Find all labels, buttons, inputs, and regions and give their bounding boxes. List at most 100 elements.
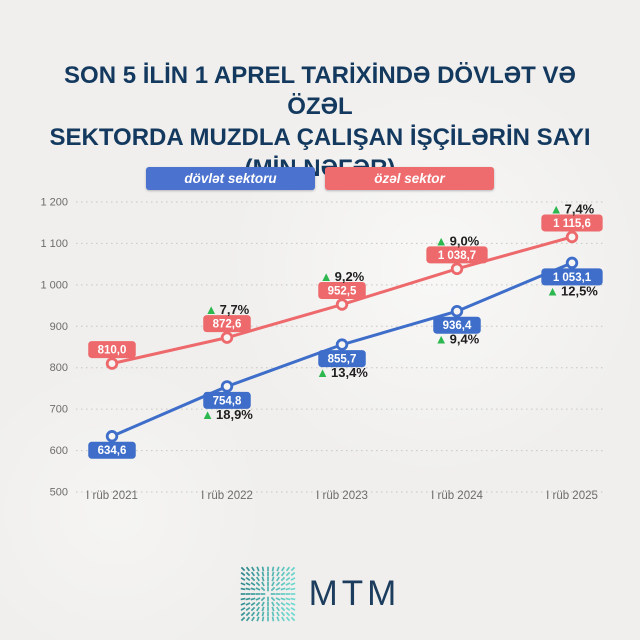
logo-ray [245,571,250,577]
value-label-ozel: 872,6 [213,319,242,331]
logo-ray [285,571,290,577]
logo-ray [260,586,265,592]
logo-ray [240,577,246,581]
logo-ray [290,577,296,581]
logo-ray [285,597,291,601]
logo-ray [290,587,296,591]
mtm-logo-icon [240,566,296,622]
value-label-pill-ozel [426,246,488,264]
chart-svg: 500 600 700 800 900 1 000 1 100 1 200 I rüb 2021… [40,196,604,502]
logo-ray [255,597,261,601]
y-axis-tick-label: 1 000 [40,279,68,291]
logo-ray [261,571,265,577]
logo-ray [275,597,281,601]
logo-ray [285,582,291,586]
data-point-ozel [565,230,579,244]
logo-ray [285,587,291,591]
logo-ray [290,607,296,611]
value-label-dovlet: 855,7 [328,354,357,366]
increase-arrow-icon: ▲ [205,302,218,317]
value-label-pill-dovlet [433,316,481,334]
logo-ray [270,586,275,592]
pct-change-label-dovlet: ▲ 13,4% [316,365,368,380]
data-point-ozel [335,298,349,311]
logo-ray [245,587,251,591]
logo-ray [245,606,250,612]
pct-change-label-ozel: ▲ 7,7% [205,302,250,317]
logo-ray [261,611,265,617]
logo-ray [250,611,255,617]
logo-ray [290,597,296,601]
logo-ray [250,576,255,582]
logo-ray [250,582,256,586]
value-label-pill-dovlet [88,441,136,459]
logo-ray [275,566,280,572]
logo-ray [255,616,260,622]
value-label-ozel: 952,5 [328,286,357,298]
value-label-ozel: 810,0 [98,345,127,357]
logo-ray [250,602,256,606]
logo-ray [285,576,290,582]
data-point-dovlet [220,380,234,393]
logo-ray [250,616,255,622]
logo-ray [275,571,280,577]
logo-ray [280,576,285,582]
logo-ray [261,616,264,622]
footer-logo: MTM [0,565,640,623]
logo-ray [280,597,286,601]
logo-ray [240,597,246,601]
y-axis-tick-label: 700 [50,404,68,416]
logo-ray [290,616,295,622]
logo-ray [271,576,275,582]
increase-arrow-icon: ▲ [435,233,448,248]
y-axis-tick-label: 900 [50,321,68,333]
logo-ray [270,596,275,602]
pct-change-label-ozel: ▲ 9,0% [435,233,480,248]
y-axis-tick-label: 800 [50,362,68,374]
logo-ray [240,602,246,606]
y-axis-tick-label: 500 [50,487,68,499]
logo-ray [275,587,281,591]
value-label-dovlet: 936,4 [443,320,472,332]
logo-ray [245,597,251,601]
logo-ray [290,571,295,577]
logo-ray [280,571,285,577]
logo-ray [255,587,261,591]
increase-arrow-icon: ▲ [435,332,448,347]
logo-ray [255,566,260,572]
increase-arrow-icon: ▲ [546,283,559,298]
logo-ray [270,581,275,587]
logo-ray [275,601,280,607]
logo-ray [275,616,280,622]
pct-change-label-dovlet: ▲ 12,5% [546,283,598,298]
value-label-ozel: 1 115,6 [553,218,591,230]
logo-ray [255,601,260,607]
x-axis-tick-label: I rüb 2024 [431,490,483,502]
logo-ray [275,576,280,582]
legend-item-ozel-sektor: özəl sektor [325,167,494,190]
legend-label-ozel: özəl sektor [374,171,445,186]
y-axis-tick-label: 1 100 [40,238,68,250]
increase-arrow-icon: ▲ [320,269,333,284]
data-point-dovlet [450,304,464,318]
value-label-ozel: 1 038,7 [438,250,476,262]
logo-ray [271,571,275,577]
logo-ray [250,587,256,591]
value-label-dovlet: 634,6 [98,445,127,457]
value-label-pill-ozel [203,315,251,333]
value-label-pill-ozel [541,214,603,232]
logo-ray [240,587,246,591]
increase-arrow-icon: ▲ [316,365,329,380]
title-line-1: SON 5 İLİN 1 APREL TARİXİNDƏ DÖVLƏT VƏ Ö… [64,62,576,120]
pct-change-label-dovlet: ▲ 9,4% [435,332,480,347]
logo-ray [271,611,275,617]
logo-ray [290,582,296,586]
logo-ray [240,607,246,611]
logo-ray [250,571,255,577]
logo-ray [245,616,250,622]
logo-ray [280,606,285,612]
logo-ray [280,566,285,572]
pct-change-label-ozel: ▲ 7,4% [550,201,595,216]
logo-ray [280,587,286,591]
value-label-dovlet: 754,8 [213,395,242,407]
